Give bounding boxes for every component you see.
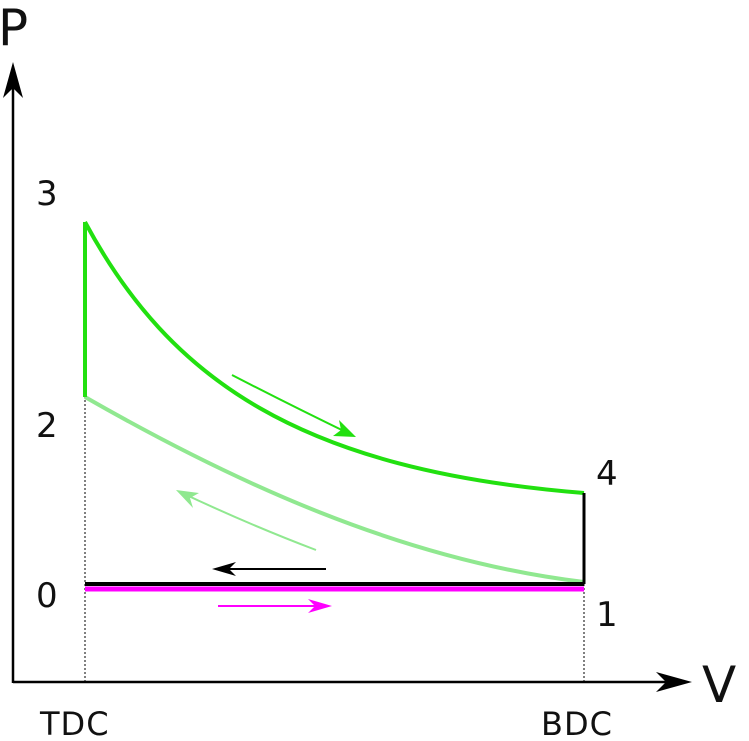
point-3-label: 3 xyxy=(36,174,58,214)
p-axis-arrowhead xyxy=(3,62,23,98)
v-axis-arrowhead xyxy=(656,672,692,692)
point-0-label: 0 xyxy=(36,576,58,616)
compression-curve xyxy=(84,395,585,584)
point-4-label: 4 xyxy=(596,454,618,494)
tdc-label: TDC xyxy=(39,705,110,741)
point-2-label: 2 xyxy=(36,406,58,446)
compression-direction-arrow xyxy=(176,490,317,551)
expansion-direction-arrow xyxy=(231,374,356,437)
bdc-label: BDC xyxy=(541,705,613,741)
p-axis-label: P xyxy=(0,0,28,57)
intake-direction-arrow xyxy=(218,599,332,613)
exhaust-direction-arrow xyxy=(212,562,326,576)
expansion-curve xyxy=(83,221,585,495)
v-axis-label: V xyxy=(702,656,736,714)
point-1-label: 1 xyxy=(596,595,618,635)
